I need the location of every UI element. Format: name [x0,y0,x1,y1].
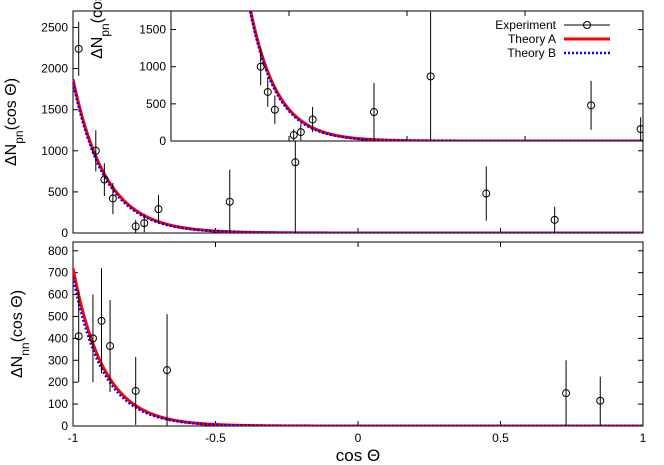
experiment-point [596,396,605,405]
experiment-point [636,125,643,134]
experiment-point [225,197,234,206]
experiment-point [74,44,83,53]
y-tick-label: 600 [48,288,68,302]
inset-background [171,11,643,141]
bottom-panel: 0 100 200 300 400 500 600 700 800 -1 -0.5 0 0.5 1 ΔNnn… [9,241,647,465]
legend-marker-experiment [583,21,591,29]
experiment-point [263,87,272,96]
experiment-point [97,316,106,325]
experiment-point [587,101,596,110]
experiment-point [140,219,149,228]
y-tick-label: 0 [61,419,68,433]
y-tick-label: 800 [48,244,68,258]
y-tick-label: 500 [48,185,68,199]
experiment-point [426,72,435,81]
legend-label: Experiment [495,18,556,32]
y-tick-label: 1500 [139,23,166,37]
y-axis-label: ΔNpn(cos Θ) [3,78,26,166]
theory-b-curve [73,276,643,426]
y-tick-label: 1500 [41,103,68,117]
legend-label: Theory B [507,46,556,60]
theory-b-curve [248,11,643,141]
x-tick-label: -1 [68,431,79,445]
y-tick-label: 2500 [41,20,68,34]
experiment-point [550,215,559,224]
x-tick-label: 0 [355,431,362,445]
experiment-point [296,128,305,137]
y-tick-label: 0 [61,226,68,240]
experiment-point [270,105,279,114]
experiment-point [163,366,172,375]
experiment-point [131,222,140,231]
x-tick-label: -0.5 [205,431,226,445]
experiment-point [256,62,265,71]
experiment-point [100,175,109,184]
y-tick-label: 200 [48,375,68,389]
experiment-point [108,194,117,203]
x-axis-label: cos Θ [336,446,380,465]
y-tick-label: 300 [48,353,68,367]
y-tick-label: 500 [146,97,166,111]
experiment-point [482,189,491,198]
y-tick-label: 400 [48,331,68,345]
y-tick-label: 2000 [41,62,68,76]
experiment-point [289,131,298,140]
experiment-point [131,386,140,395]
y-tick-label: 700 [48,266,68,280]
y-axis-label: ΔNnn(cos Θ) [9,290,32,378]
y-tick-label: 1000 [41,144,68,158]
experiment-point [562,389,571,398]
experiment-point [291,158,300,167]
theory-b-curve [73,82,643,233]
plot-area [248,11,643,141]
top-panel: 0 500 1000 1500 2000 2500 ΔNpn(cos Θ) [3,10,644,240]
experiment-point [154,205,163,214]
experiment-point [74,332,83,341]
plot-frame [72,241,644,427]
y-tick-label: 500 [48,309,68,323]
x-tick-label: 0.5 [492,431,509,445]
experiment-point [369,108,378,117]
x-tick-label: 1 [640,431,647,445]
plot-area [73,267,643,426]
plot-area [73,21,643,233]
legend-label: Theory A [508,32,556,46]
inset-panel: 0 500 1000 1500 ΔNpn(cos [89,0,644,148]
theory-a-curve [73,267,643,426]
experiment-point [308,115,317,124]
y-tick-label: 100 [48,397,68,411]
experiment-point [106,342,115,351]
y-axis-label: ΔNpn(cos [89,0,112,59]
experiment-point [88,334,97,343]
y-tick-label: 1000 [139,60,166,74]
experiment-point [91,146,100,155]
y-tick-label: 0 [159,134,166,148]
